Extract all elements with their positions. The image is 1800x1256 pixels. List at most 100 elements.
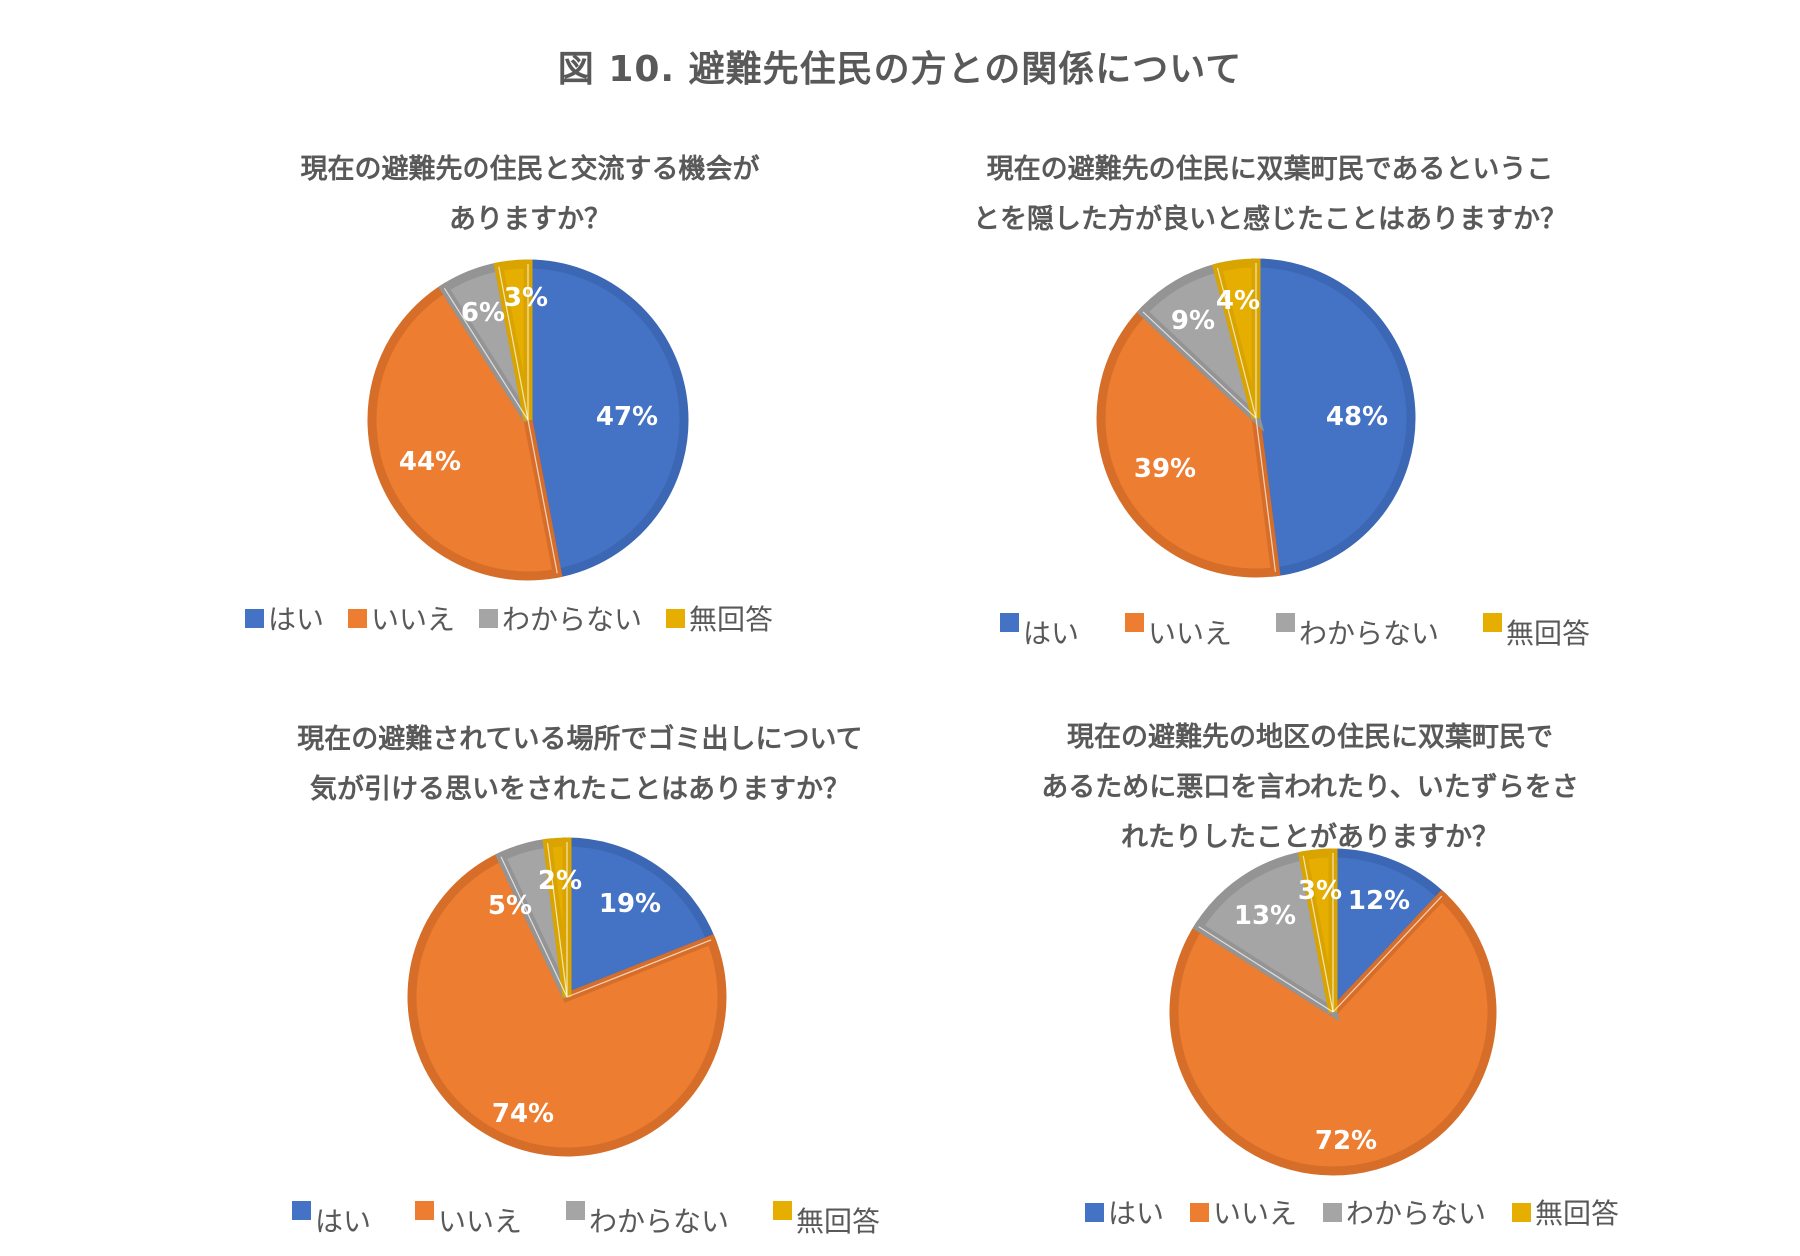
legend-swatch-yes [292, 1200, 311, 1220]
legend-item-unknown: わからない [1323, 1192, 1486, 1232]
chart-1-title: 現在の避難先の住民と交流する機会が ありますか？ [230, 145, 830, 245]
data-label-no-answer: 3% [504, 283, 548, 313]
slice-separator [1198, 926, 1334, 1013]
chart-4-title-line-1: 現在の避難先の地区の住民に双葉町民で [1067, 722, 1553, 753]
pie-slice-yes [1251, 258, 1416, 577]
slice-separator [1332, 895, 1443, 1013]
chart-4-title-line-2: あるために悪口を言われたり、いたずらをさ [1041, 772, 1579, 803]
data-label-unknown: 5% [488, 891, 532, 921]
legend-item-no: いいえ [1125, 612, 1232, 652]
legend-item-no-answer: 無回答 [1483, 612, 1590, 652]
legend-swatch-no-answer [773, 1200, 793, 1220]
legend-swatch-unknown [479, 608, 499, 628]
legend-item-unknown: わからない [479, 598, 642, 638]
slice-separator [500, 856, 568, 998]
chart-1-title-line-2: ありますか？ [449, 204, 611, 235]
chart-3-title-line-1: 現在の避難されている場所でゴミ出しについて [297, 724, 863, 755]
chart-2-title-line-1: 現在の避難先の住民に双葉町民であるというこ [986, 154, 1554, 185]
legend-label: わからない [1346, 1197, 1487, 1230]
data-label-yes: 19% [599, 889, 661, 919]
pie-slice-yes [523, 259, 689, 579]
data-label-no: 39% [1134, 454, 1196, 484]
legend-swatch-no [348, 608, 368, 628]
legend-label: いいえ [1148, 617, 1233, 650]
legend-label: はい [268, 603, 325, 636]
data-label-unknown: 13% [1234, 901, 1296, 931]
pie-slice-no [407, 850, 727, 1157]
legend-swatch-no [1125, 612, 1145, 632]
pie-slice-no [1096, 305, 1281, 578]
slice-separator [1216, 267, 1257, 419]
data-label-yes: 12% [1348, 886, 1410, 916]
data-label-no: 72% [1315, 1126, 1377, 1156]
slice-separator [546, 843, 568, 998]
legend-item-yes: はい [292, 1200, 371, 1240]
legend-item-yes: はい [245, 598, 324, 638]
data-label-yes: 48% [1326, 402, 1388, 432]
data-label-no-answer: 3% [1298, 876, 1342, 906]
legend-swatch-yes [245, 608, 264, 628]
chart-3-legend: はい いいえ わからない 無回答 [292, 1200, 880, 1240]
legend-item-no: いいえ [348, 598, 455, 638]
legend-label: はい [315, 1205, 372, 1238]
data-label-no-answer: 2% [538, 866, 582, 896]
legend-item-unknown: わからない [566, 1200, 729, 1240]
legend-label: いいえ [1213, 1197, 1298, 1230]
legend-item-no-answer: 無回答 [773, 1200, 880, 1240]
chart-3-title: 現在の避難されている場所でゴミ出しについて 気が引ける思いをされたことはあります… [270, 715, 890, 815]
legend-label: わからない [1299, 617, 1440, 650]
data-label-unknown: 9% [1171, 306, 1215, 336]
slice-separator [566, 939, 712, 998]
legend-swatch-no-answer [1512, 1202, 1532, 1222]
legend-swatch-yes [1000, 612, 1019, 632]
legend-label: いいえ [371, 603, 456, 636]
pie-slice-unknown [1192, 850, 1340, 1022]
data-label-no: 44% [399, 447, 461, 477]
legend-label: わからない [502, 603, 643, 636]
pie-slice-yes [562, 837, 717, 1004]
legend-label: 無回答 [1506, 617, 1591, 650]
legend-label: 無回答 [796, 1205, 881, 1238]
legend-label: 無回答 [1535, 1197, 1620, 1230]
legend-item-no: いいえ [415, 1200, 522, 1240]
data-label-no: 74% [492, 1099, 554, 1129]
chart-4-legend: はい いいえ わからない 無回答 [1085, 1192, 1619, 1232]
chart-2-legend: はい いいえ わからない 無回答 [1000, 612, 1590, 652]
legend-item-yes: はい [1085, 1192, 1164, 1232]
figure-title: 図 10. 避難先住民の方との関係について [557, 49, 1243, 90]
legend-item-unknown: わからない [1276, 612, 1439, 652]
legend-item-no-answer: 無回答 [1512, 1192, 1619, 1232]
legend-swatch-no-answer [666, 608, 686, 628]
legend-swatch-no [1190, 1202, 1210, 1222]
legend-swatch-unknown [1323, 1202, 1343, 1222]
legend-item-yes: はい [1000, 612, 1079, 652]
legend-label: 無回答 [689, 603, 774, 636]
slice-separator [1142, 311, 1257, 419]
legend-label: わからない [589, 1205, 730, 1238]
legend-label: いいえ [438, 1205, 523, 1238]
chart-2-title-line-2: とを隠した方が良いと感じたことはありますか？ [973, 204, 1567, 235]
data-label-yes: 47% [596, 402, 658, 432]
chart-4-title: 現在の避難先の地区の住民に双葉町民で あるために悪口を言われたり、いたずらをさ … [1010, 713, 1610, 863]
legend-swatch-yes [1085, 1202, 1104, 1222]
chart-1-title-line-1: 現在の避難先の住民と交流する機会が [300, 154, 760, 185]
legend-label: はい [1023, 617, 1080, 650]
chart-1-legend: はい いいえ わからない 無回答 [245, 598, 773, 638]
legend-item-no-answer: 無回答 [666, 598, 773, 638]
slice-separator [1302, 855, 1334, 1013]
data-label-unknown: 6% [461, 298, 505, 328]
slice-separator [498, 266, 529, 421]
legend-swatch-no [415, 1200, 435, 1220]
pie-slice-yes [1328, 848, 1449, 1024]
data-label-no-answer: 4% [1216, 286, 1260, 316]
chart-3-title-line-2: 気が引ける思いをされたことはありますか？ [310, 774, 850, 805]
legend-swatch-no-answer [1483, 612, 1503, 632]
legend-swatch-unknown [566, 1200, 586, 1220]
slice-separator [443, 287, 529, 421]
legend-swatch-unknown [1276, 612, 1296, 632]
chart-4-title-line-3: れたりしたことがありますか？ [1121, 822, 1499, 853]
